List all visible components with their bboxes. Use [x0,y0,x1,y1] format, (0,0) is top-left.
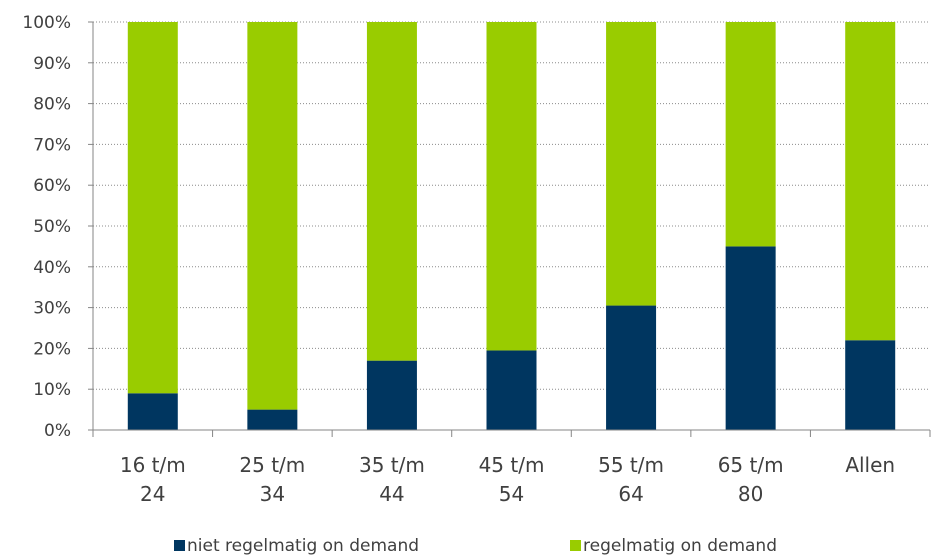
y-tick-label: 80% [33,95,71,115]
x-category-label: 45 t/m [479,453,545,477]
y-tick-label: 40% [33,258,71,278]
y-tick-label: 0% [44,421,71,441]
y-tick-label: 10% [33,380,71,400]
x-axis-category-labels: 16 t/m 24 25 t/m 34 35 t/m 44 45 t/m 54 55 t/m 64… [120,453,895,506]
bar-segment-regelmatig [845,22,896,341]
y-tick-label: 90% [33,54,71,74]
x-category-label: 24 [140,482,165,506]
y-tick-label: 50% [33,217,71,237]
bar-segment-niet-regelmatig [486,350,537,430]
x-category-label: 64 [618,482,643,506]
x-category-label: 16 t/m [120,453,186,477]
bar-segment-niet-regelmatig [606,305,657,430]
x-category-label: 54 [499,482,524,506]
legend-label: niet regelmatig on demand [187,536,419,556]
x-axis [92,22,931,437]
bar-segment-regelmatig [606,22,657,306]
x-category-label: 25 t/m [239,453,305,477]
bar-segment-niet-regelmatig [247,409,298,430]
x-category-label: Allen [845,453,895,477]
legend-label: regelmatig on demand [583,536,777,556]
bar-segment-niet-regelmatig [725,246,776,430]
legend-swatch [570,540,581,551]
x-category-label: 65 t/m [718,453,784,477]
y-tick-label: 100% [22,13,71,33]
bar-segment-niet-regelmatig [366,360,417,430]
x-category-label: 44 [379,482,404,506]
x-category-label: 34 [260,482,285,506]
y-tick-label: 20% [33,339,71,359]
bar-segment-regelmatig [486,22,537,351]
x-category-label: 35 t/m [359,453,425,477]
bar-segment-niet-regelmatig [845,340,896,430]
y-tick-label: 30% [33,299,71,319]
bar-segment-regelmatig [127,22,178,394]
y-tick-label: 70% [33,135,71,155]
x-category-label: 80 [738,482,763,506]
y-axis-tick-labels: 0% 10% 20% 30% 40% 50% 60% 70% 80% 90% 100% [22,13,93,441]
bar-segment-regelmatig [247,22,298,410]
bar-segment-niet-regelmatig [127,393,178,430]
bar-segment-regelmatig [366,22,417,361]
bar-segment-regelmatig [725,22,776,247]
y-tick-label: 60% [33,176,71,196]
bars [127,22,896,430]
legend: niet regelmatig on demand regelmatig on d… [174,536,777,556]
legend-swatch [174,540,185,551]
x-category-label: 55 t/m [598,453,664,477]
